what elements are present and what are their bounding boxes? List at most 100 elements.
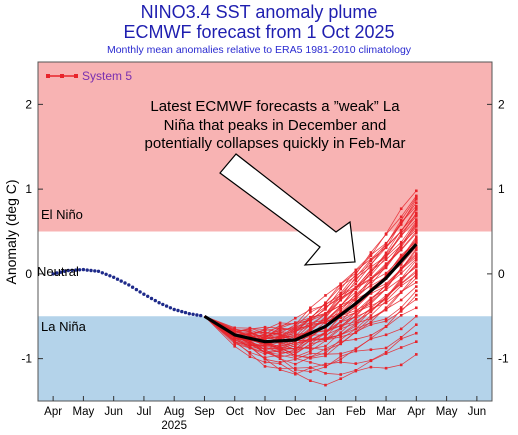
observed-point: [74, 268, 78, 272]
ensemble-point: [278, 357, 282, 360]
ensemble-point: [248, 352, 252, 355]
ensemble-point: [294, 347, 297, 351]
legend-label-system5: System 5: [82, 69, 132, 83]
ensemble-member-line: [204, 315, 417, 375]
ensemble-point: [309, 335, 312, 339]
ensemble-point: [354, 297, 358, 301]
observed-point: [123, 281, 127, 285]
ensemble-point: [309, 321, 312, 325]
ensemble-point: [384, 325, 388, 328]
observed-point: [134, 287, 139, 292]
ensemble-member-line: [204, 215, 417, 339]
x-tick-label: Mar: [376, 406, 396, 418]
ensemble-point: [399, 232, 403, 235]
ensemble-point: [384, 258, 388, 261]
ensemble-point: [339, 377, 342, 380]
ensemble-point: [399, 215, 403, 219]
ensemble-point: [369, 277, 373, 280]
ensemble-point: [415, 228, 418, 232]
ensemble-point: [369, 271, 373, 275]
ensemble-point: [324, 318, 327, 322]
ensemble-point: [399, 267, 403, 270]
ensemble-point: [369, 268, 373, 271]
ensemble-point: [415, 201, 418, 204]
ensemble-point: [399, 263, 403, 266]
ensemble-point: [324, 329, 327, 332]
ensemble-point: [369, 263, 373, 267]
ensemble-point: [354, 275, 358, 279]
ensemble-member-line: [204, 315, 417, 375]
ensemble-point: [369, 323, 373, 326]
ensemble-point: [354, 311, 358, 314]
ensemble-point: [354, 286, 358, 289]
ensemble-member-line: [204, 219, 417, 343]
ensemble-point: [309, 357, 312, 360]
observed-point: [115, 277, 120, 281]
ensemble-point: [278, 345, 282, 348]
ensemble-point: [399, 248, 403, 251]
x-tick-label: Jun: [468, 406, 487, 418]
ensemble-point: [399, 282, 403, 286]
ensemble-point: [309, 366, 312, 369]
ensemble-point: [384, 366, 388, 370]
ensemble-point: [278, 351, 282, 355]
ensemble-point: [248, 330, 252, 333]
ensemble-point: [384, 266, 388, 270]
ensemble-point: [309, 346, 312, 349]
ensemble-point: [415, 194, 418, 198]
ensemble-point: [399, 298, 403, 302]
ensemble-member-line: [204, 271, 417, 354]
ensemble-point: [263, 357, 267, 361]
ensemble-point: [324, 354, 327, 358]
ensemble-point: [354, 369, 358, 373]
ensemble-point: [415, 262, 418, 265]
ensemble-member-line: [204, 258, 417, 351]
ensemble-point: [278, 324, 282, 327]
region-label-neutral: Neutral: [37, 264, 79, 279]
ensemble-point: [369, 253, 373, 257]
ensemble-point: [339, 324, 342, 327]
ensemble-point: [384, 346, 388, 350]
ensemble-point: [278, 329, 282, 333]
ensemble-point: [399, 363, 403, 367]
ensemble-point: [354, 277, 358, 280]
ensemble-point: [339, 309, 342, 313]
ensemble-point: [339, 297, 342, 301]
ensemble-member-line: [204, 315, 417, 367]
ensemble-point: [384, 243, 388, 246]
ensemble-point: [339, 360, 342, 364]
ensemble-point: [415, 293, 418, 297]
ensemble-point: [369, 280, 373, 283]
ensemble-point: [415, 221, 418, 225]
ensemble-point: [399, 284, 403, 288]
ensemble-point: [399, 230, 403, 233]
ensemble-point: [369, 299, 373, 302]
ensemble-point: [309, 306, 312, 310]
observed-point: [187, 312, 191, 316]
ensemble-point: [354, 317, 358, 320]
ensemble-point: [399, 278, 403, 281]
observed-point: [153, 298, 157, 303]
ensemble-point: [263, 352, 267, 356]
ensemble-point: [263, 338, 267, 341]
ensemble-point: [384, 282, 388, 285]
observed-point: [59, 270, 63, 274]
ensemble-point: [415, 314, 418, 318]
ensemble-point: [399, 280, 403, 283]
ensemble-point: [263, 329, 267, 332]
ensemble-point: [233, 345, 236, 348]
ensemble-point: [248, 333, 252, 336]
ensemble-member-line: [204, 195, 417, 338]
annotation-line-3: potentially collapses quickly in Feb-Mar: [145, 135, 406, 152]
y-tick-label-left: 1: [25, 182, 32, 196]
ensemble-point: [294, 344, 297, 347]
ensemble-point: [354, 306, 358, 310]
ensemble-point: [324, 321, 327, 325]
x-tick-label: Sep: [194, 406, 214, 418]
ensemble-point: [324, 335, 327, 338]
ensemble-point: [278, 362, 282, 365]
ensemble-member-line: [204, 207, 417, 338]
ensemble-point: [263, 325, 267, 329]
observed-point: [146, 294, 150, 298]
